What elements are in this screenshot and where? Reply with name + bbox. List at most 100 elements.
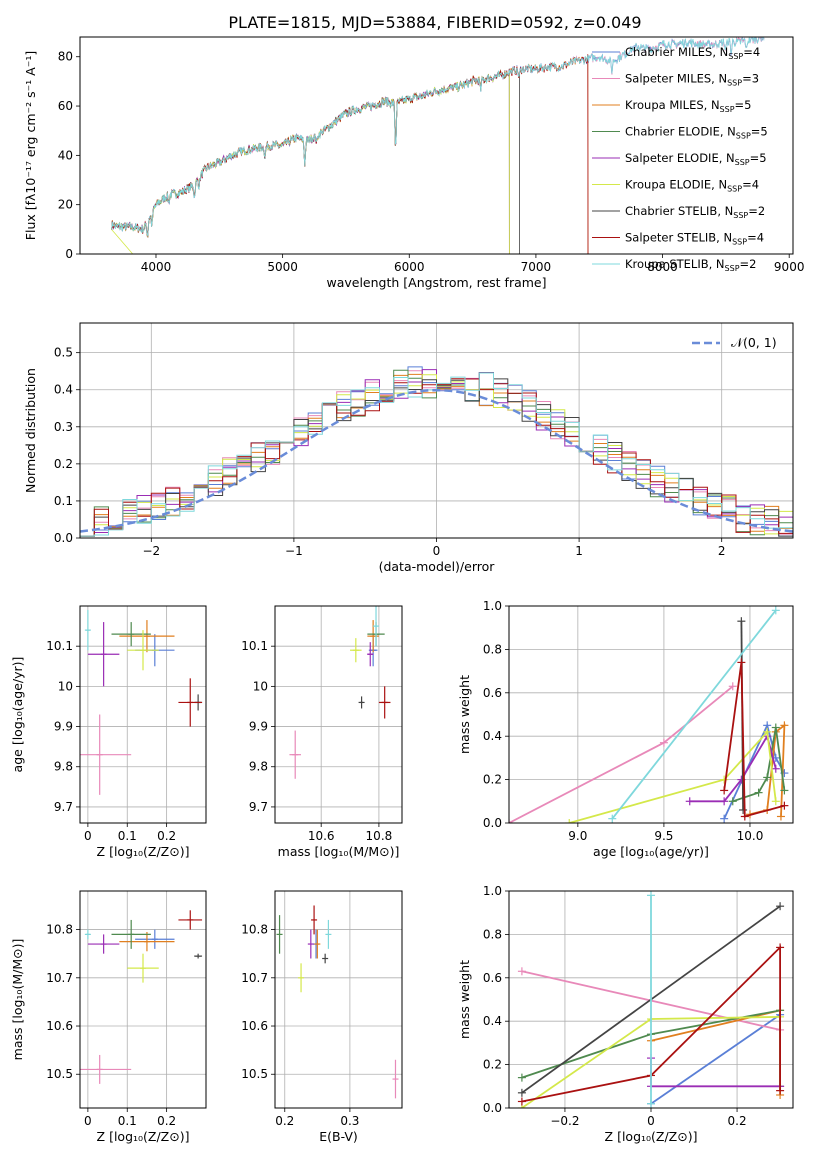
x-axis-label: Z [log₁₀(Z/Z⊙)] [97,1129,190,1144]
x-tick-label: 0.2 [157,1114,176,1128]
residual-histogram-panel: −2 −1 0 1 2 0.0 0.1 0.2 0.3 0.4 0.5 (data-model)/er… [23,322,794,574]
x-axis-label: mass [log₁₀(M/M⊙)] [278,844,400,859]
x-tick-label: 0 [647,1114,655,1128]
spectrum-line-6 [111,66,520,254]
data-point-2 [119,931,175,952]
data-point-4 [307,929,314,959]
x-tick-label: 10.0 [737,829,764,843]
data-point-7 [178,678,203,727]
x-axis-label: age [log₁₀(age/yr)] [593,844,709,859]
x-tick-label: 0.2 [275,1114,294,1128]
x-tick-label: 0 [84,1114,92,1128]
data-point-8 [373,606,380,647]
data-point-4 [367,642,374,667]
data-point-0 [135,929,175,949]
y-tick-label: 1.0 [483,884,502,898]
mass-weight-vs-metallicity-panel: −0.2 0 0.2 0.0 0.2 0.4 0.6 0.8 1.0 Z [log₁₀(Z/Z⊙)… [457,884,794,1144]
series-5 [565,727,780,823]
x-tick-label: 7000 [521,260,552,274]
series-line [723,662,785,818]
x-tick-label: 0.1 [118,829,137,843]
data-point-8 [84,929,91,940]
data-point-7 [311,905,318,935]
data-point-5 [350,638,362,663]
spectrum-line-2 [111,55,589,254]
spectrum-line-8 [111,37,765,237]
x-tick-label: −2 [142,544,160,558]
y-tick-label: 60 [58,99,73,113]
data-point-4 [87,622,120,687]
y-axis-label: Flux [fλ10⁻¹⁷ erg cm⁻² s⁻¹ A⁻¹] [23,51,38,240]
y-tick-label: 10.1 [241,639,268,653]
spectrum-line-5 [111,69,510,254]
y-axis-label: age [log₁₀(age/yr)] [10,657,25,773]
y-tick-label: 0.8 [483,927,502,941]
x-tick-label: 2 [718,544,726,558]
x-tick-label: 9.5 [654,829,673,843]
y-tick-label: 0.5 [54,346,73,360]
x-tick-label: 1 [575,544,583,558]
x-tick-label: 8000 [647,260,678,274]
x-tick-label: 9.0 [568,829,587,843]
data-point-5 [127,953,159,983]
y-tick-label: 10.5 [46,1067,73,1081]
data-point-2 [367,620,379,653]
legend-label: Salpeter ELODIE, NSSP=5 [625,151,767,167]
x-tick-label: −1 [285,544,303,558]
plot-area [517,891,785,1108]
y-tick-label: 9.7 [249,800,268,814]
data-point-1 [80,714,132,795]
legend-label: Salpeter MILES, NSSP=3 [625,72,759,88]
data-point-2 [314,929,321,959]
spectrum-legend: Chabrier MILES, NSSP=4 Salpeter MILES, NS… [592,45,768,273]
series-line [568,729,777,823]
series-8 [608,606,780,823]
data-point-5 [127,630,159,671]
data-point-7 [378,686,391,719]
legend-label: Kroupa ELODIE, NSSP=4 [625,178,759,194]
spectrum-panel: 4000 5000 6000 7000 8000 9000 0 20 40 60 80 wavelen… [23,36,804,290]
series-1 [509,682,737,823]
data-point-8 [84,610,91,651]
y-tick-label: 0 [65,247,73,261]
x-tick-label: 5000 [267,260,298,274]
spectrum-line-7 [111,54,589,254]
series-2 [647,1006,785,1099]
x-axis-label: (data-model)/error [379,559,496,574]
data-point-4 [87,934,120,954]
x-tick-label: 0 [433,544,441,558]
y-tick-label: 20 [58,198,73,212]
age-vs-metallicity-panel: 0 0.1 0.2 9.7 9.8 9.9 10 10.1 Z [log₁₀(Z/Z⊙)] age… [10,605,207,859]
y-tick-label: 0.2 [54,457,73,471]
y-tick-label: 10.7 [46,971,73,985]
y-tick-label: 0.0 [483,816,502,830]
legend-label: 𝒩(0, 1) [731,335,777,350]
y-tick-label: 10.6 [241,1019,268,1033]
x-axis-label: wavelength [Angstrom, rest frame] [326,275,546,290]
series-7 [720,658,789,821]
plot-area [80,610,203,795]
series-line [650,1013,781,1105]
axes-frame [79,890,207,1109]
x-tick-label: 0.3 [340,1114,359,1128]
x-tick-label: 10.8 [366,829,393,843]
axes-frame [79,605,207,824]
y-tick-label: 0.6 [483,686,502,700]
data-point-6 [194,953,203,959]
y-tick-label: 10.5 [241,1067,268,1081]
y-tick-label: 0.8 [483,642,502,656]
plot-area [80,366,793,538]
y-tick-label: 0.0 [54,531,73,545]
axes-frame [274,890,403,1109]
axes-frame [274,605,403,824]
y-tick-label: 10 [58,679,73,693]
spectrum-line-4 [111,69,510,254]
plot-area [289,606,391,779]
age-vs-mass-panel: 10.6 10.8 9.7 9.8 9.9 10 10.1 mass [log₁₀(M/M⊙)… [241,605,403,859]
axes-frame [508,605,794,824]
series-line [650,1058,781,1088]
data-point-7 [178,910,203,930]
data-point-6 [322,953,329,964]
x-tick-label: −0.2 [550,1114,579,1128]
